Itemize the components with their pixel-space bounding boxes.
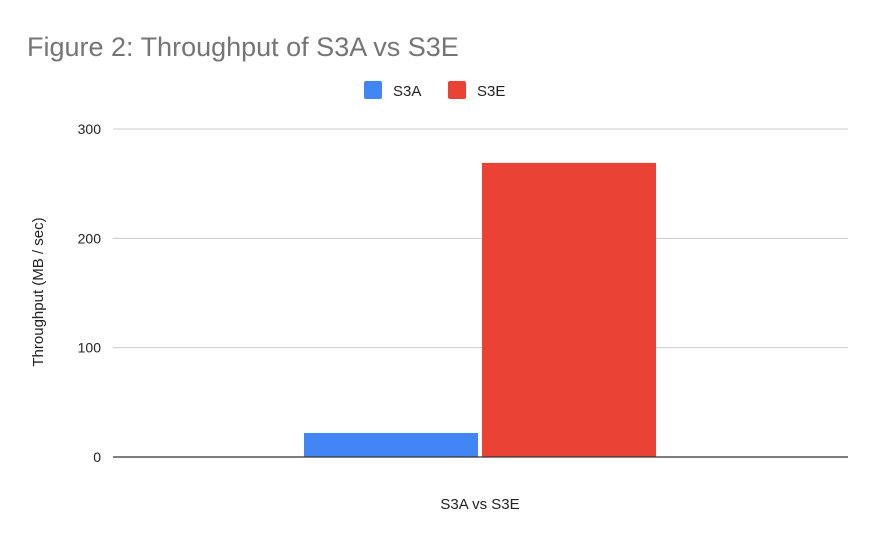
legend-swatch-s3e (448, 81, 466, 99)
y-tick-label: 200 (78, 230, 102, 246)
y-axis-title: Throughput (MB / sec) (30, 217, 47, 366)
chart-title: Figure 2: Throughput of S3A vs S3E (27, 32, 459, 62)
legend-label-s3e: S3E (477, 83, 505, 100)
y-tick-label: 300 (78, 121, 102, 137)
bar-s3e (482, 162, 656, 458)
bar-s3a (304, 432, 478, 457)
legend: S3A S3E (364, 81, 505, 100)
bars (304, 162, 656, 458)
x-category-label: S3A vs S3E (440, 496, 519, 513)
y-axis-ticks: 0 100 200 300 (78, 121, 102, 465)
legend-label-s3a: S3A (393, 83, 421, 100)
gridlines (113, 128, 848, 349)
legend-swatch-s3a (364, 81, 382, 99)
y-tick-label: 0 (93, 449, 101, 465)
y-tick-label: 100 (78, 340, 102, 356)
